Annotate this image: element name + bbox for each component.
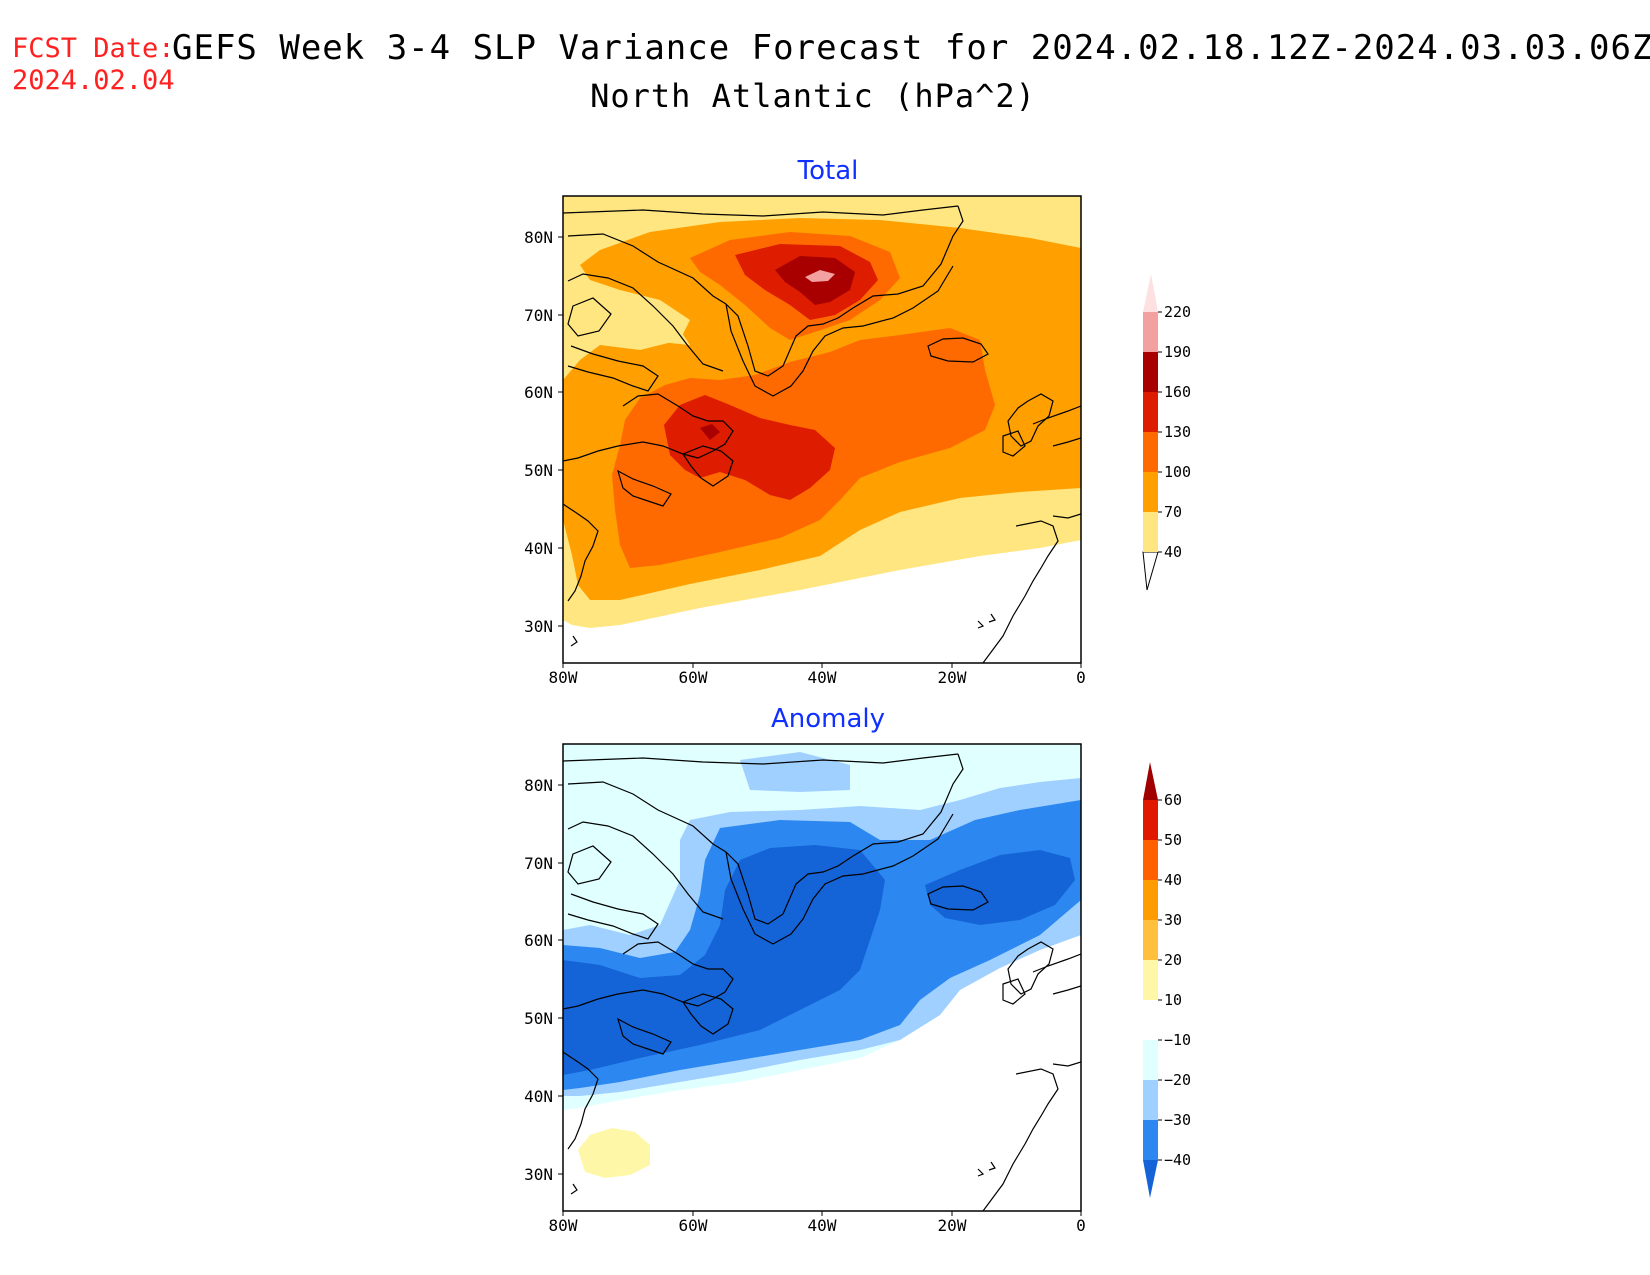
colorbar-label: −40 [1164,1151,1191,1169]
total-contour-130 [664,395,835,500]
total-variance-field [563,196,1081,663]
lat-tick-label: 80N [524,776,553,795]
lat-tick-label: 30N [524,617,553,636]
colorbar-label: 50 [1164,831,1182,849]
anomaly-contour-neg40 [563,845,885,1075]
colorbar-label: −30 [1164,1111,1191,1129]
plot-title: GEFS Week 3-4 SLP Variance Forecast for … [172,28,1650,68]
colorbar-label: 60 [1164,791,1182,809]
colorbar-label: 160 [1164,383,1191,401]
lon-tick-label: 0 [1076,1216,1086,1235]
colorbar-label: 100 [1164,463,1191,481]
colorbar-swatch [1143,1120,1158,1160]
colorbar-swatch [1143,1080,1158,1120]
colorbar-label: 130 [1164,423,1191,441]
lon-tick-label: 20W [938,668,967,687]
colorbar-label: 20 [1164,951,1182,969]
fcst-date-value: 2024.02.04 [12,65,175,96]
total-lat-labels: 80N 70N 60N 50N 40N 30N [524,228,553,636]
anomaly-lat-labels: 80N 70N 60N 50N 40N 30N [524,776,553,1184]
anomaly-lon-labels: 80W 60W 40W 20W 0 [549,1216,1086,1235]
colorbar-swatch [1143,960,1158,1000]
colorbar-swatch [1143,312,1158,352]
fcst-date-label: FCST Date: [12,33,175,64]
colorbar-label: 40 [1164,543,1182,561]
colorbar-swatch [1143,800,1158,840]
plot-subtitle: North Atlantic (hPa^2) [0,78,1650,114]
colorbar-swatch [1143,472,1158,512]
lat-tick-label: 70N [524,306,553,325]
anomaly-colorbar: 60 50 40 30 20 10 −10 −20 −30 −40 [1143,762,1191,1198]
panel-title-anomaly: Anomaly [771,704,885,734]
colorbar-swatch [1143,392,1158,432]
colorbar-max-triangle [1143,274,1158,312]
total-lon-labels: 80W 60W 40W 20W 0 [549,668,1086,687]
lat-tick-label: 30N [524,1165,553,1184]
panel-title-total: Total [797,156,859,186]
lat-tick-label: 60N [524,931,553,950]
lon-tick-label: 40W [808,1216,837,1235]
colorbar-swatch [1143,1040,1158,1080]
lon-tick-label: 60W [679,1216,708,1235]
total-colorbar: 220 190 160 130 100 70 40 [1142,274,1191,591]
colorbar-min-triangle [1142,551,1159,591]
colorbar-min-triangle [1143,1160,1158,1198]
colorbar-swatch [1143,840,1158,880]
colorbar-label: 190 [1164,343,1191,361]
lat-tick-label: 50N [524,1009,553,1028]
lon-tick-label: 80W [549,1216,578,1235]
lon-tick-label: 0 [1076,668,1086,687]
anomaly-axis-ticks [558,784,1082,1216]
colorbar-label: 220 [1164,303,1191,321]
lon-tick-label: 20W [938,1216,967,1235]
colorbar-swatch [1143,432,1158,472]
colorbar-swatch [1143,512,1158,552]
colorbar-label: −10 [1164,1031,1191,1049]
lat-tick-label: 80N [524,228,553,247]
lon-tick-label: 40W [808,668,837,687]
colorbar-label: −20 [1164,1071,1191,1089]
total-contour-190 [805,270,835,282]
lat-tick-label: 40N [524,539,553,558]
anomaly-contour-pos10 [578,1128,650,1178]
total-axis-ticks [558,236,1082,668]
colorbar-label: 70 [1164,503,1182,521]
colorbar-label: 30 [1164,911,1182,929]
colorbar-swatch [1143,880,1158,920]
anomaly-variance-field [563,744,1081,1211]
colorbar-swatch [1143,352,1158,392]
lat-tick-label: 40N [524,1087,553,1106]
plot-subtitle-text: North Atlantic (hPa^2) [590,77,1036,115]
colorbar-max-triangle [1143,762,1158,800]
lat-tick-label: 50N [524,461,553,480]
lat-tick-label: 60N [524,383,553,402]
colorbar-swatch [1143,920,1158,960]
colorbar-swatch [1143,1000,1158,1040]
colorbar-label: 10 [1164,991,1182,1009]
lon-tick-label: 60W [679,668,708,687]
lat-tick-label: 70N [524,854,553,873]
colorbar-label: 40 [1164,871,1182,889]
lon-tick-label: 80W [549,668,578,687]
